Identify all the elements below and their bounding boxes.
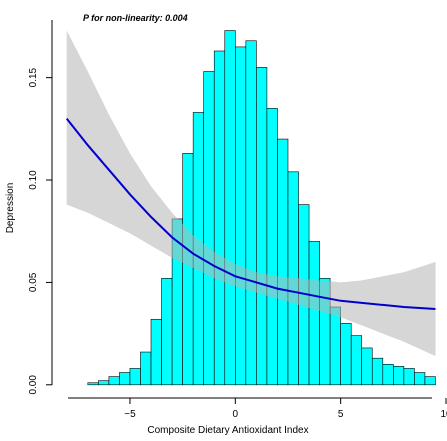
histogram-bar (361, 347, 373, 386)
histogram-bar (256, 67, 268, 386)
x-tick-label: −5 (124, 409, 136, 420)
annotation-p-value: P for non-linearity: 0.004 (83, 13, 188, 23)
histogram-bar (329, 306, 341, 386)
x-tick-label: 10 (440, 409, 447, 420)
x-axis-title: Composite Dietary Antioxidant Index (147, 425, 308, 436)
histogram-bar (108, 376, 120, 386)
spline-curve (65, 117, 436, 310)
histogram-bar (161, 278, 173, 386)
histogram-bar (203, 71, 215, 386)
y-tick-label: 0.15 (28, 67, 39, 87)
histogram-bar (371, 357, 384, 386)
histogram-bar (266, 108, 278, 386)
histogram-bar (213, 50, 226, 386)
histogram-bar (98, 380, 110, 386)
histogram-bar (87, 382, 99, 386)
confidence-band-area (66, 30, 436, 357)
histogram-bar (140, 351, 152, 386)
x-tick-label: 5 (338, 409, 344, 420)
histogram-bar (277, 138, 289, 386)
histogram-bar (308, 241, 320, 386)
histogram-bar (150, 318, 162, 386)
y-tick-label: 0.00 (28, 375, 39, 395)
histogram-bar (424, 376, 436, 386)
axes (51, 20, 432, 399)
y-tick-label: 0.10 (28, 170, 39, 190)
histogram-bar (119, 372, 131, 386)
y-axis-title: Depression (5, 183, 16, 234)
histogram-bar (340, 323, 352, 386)
x-ticks: −5 0 5 10 (124, 398, 447, 420)
histogram-bar (182, 153, 194, 386)
histogram-bar (414, 372, 426, 386)
histogram-bar (245, 40, 257, 386)
histogram-bar (235, 46, 247, 386)
histogram-bar (393, 366, 405, 386)
histogram-bar (129, 368, 141, 386)
x-tick-label: 0 (233, 409, 239, 420)
spline-line (65, 117, 436, 310)
histogram-bar (382, 364, 394, 386)
histogram-bar (350, 335, 363, 386)
histogram-bar (224, 30, 236, 386)
y-tick-label: 0.05 (28, 272, 39, 292)
y-ticks: 0.00 0.05 0.10 0.15 (28, 67, 52, 395)
histogram-bar (403, 368, 415, 386)
confidence-band (66, 30, 436, 357)
